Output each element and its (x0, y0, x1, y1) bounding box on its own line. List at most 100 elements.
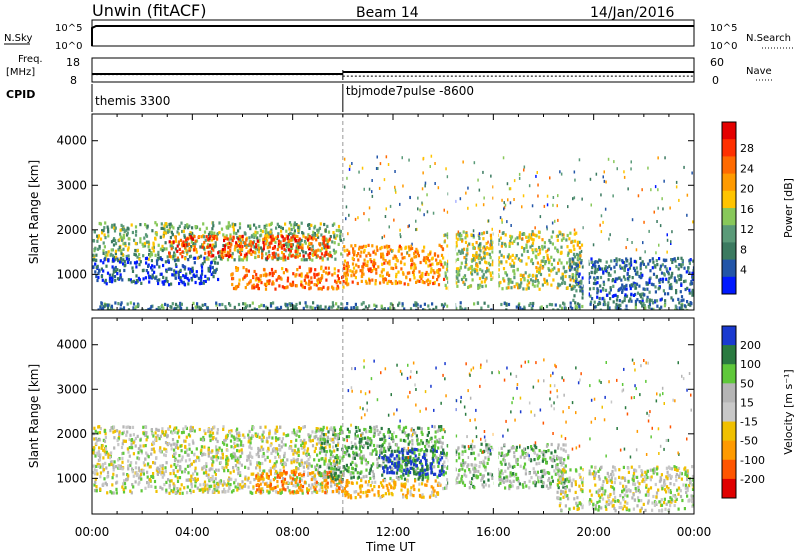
echo-cell (135, 461, 138, 465)
echo-cell (174, 465, 178, 469)
echo-cell (661, 263, 664, 267)
echo-cell (605, 180, 607, 184)
echo-cell (281, 472, 284, 476)
echo-cell (168, 486, 171, 490)
echo-cell (300, 272, 303, 276)
echo-cell (460, 307, 464, 310)
colorbar-tick-label: 8 (740, 243, 747, 256)
echo-cell (325, 478, 328, 482)
echo-cell (288, 253, 291, 257)
echo-cell (368, 187, 371, 191)
echo-cell (249, 224, 252, 228)
echo-cell (466, 244, 469, 248)
echo-cell (279, 425, 282, 429)
echo-cell (607, 273, 610, 277)
echo-cell (127, 459, 130, 463)
echo-cell (213, 261, 217, 265)
echo-cell (192, 301, 195, 305)
echo-cell (569, 305, 572, 309)
echo-cell (422, 258, 425, 262)
echo-cell (539, 263, 542, 267)
echo-cell (379, 274, 382, 278)
echo-cell (581, 289, 584, 294)
echo-cell (684, 287, 687, 292)
echo-cell (302, 254, 305, 258)
echo-cell (168, 442, 171, 446)
echo-cell (142, 432, 145, 436)
echo-cell (224, 438, 227, 442)
echo-cell (579, 254, 582, 258)
echo-cell (191, 237, 194, 241)
echo-cell (256, 488, 259, 492)
echo-cell (206, 245, 209, 249)
echo-cell (314, 467, 317, 472)
echo-cell (148, 248, 151, 252)
echo-cell (111, 265, 114, 269)
echo-cell (216, 428, 219, 432)
echo-cell (664, 299, 667, 303)
echo-cell (186, 223, 189, 227)
echo-cell (169, 255, 173, 259)
echo-cell (150, 452, 153, 456)
echo-cell (302, 451, 305, 455)
echo-cell (218, 231, 221, 235)
echo-cell (590, 203, 592, 207)
echo-cell (537, 252, 540, 257)
echo-cell (212, 224, 215, 228)
echo-cell (537, 267, 540, 271)
echo-cell (636, 272, 639, 276)
echo-cell (314, 252, 317, 256)
echo-cell (417, 448, 420, 452)
echo-cell (507, 279, 510, 283)
echo-cell (648, 280, 651, 285)
echo-cell (446, 244, 449, 248)
echo-cell (298, 486, 301, 490)
echo-cell (95, 258, 98, 262)
echo-cell (607, 157, 610, 161)
echo-cell (228, 241, 231, 245)
echo-cell (249, 459, 252, 463)
echo-cell (300, 485, 303, 489)
echo-cell (281, 235, 284, 239)
echo-cell (238, 278, 241, 282)
echo-cell (290, 254, 293, 258)
echo-cell (421, 280, 424, 284)
echo-cell (211, 221, 215, 225)
echo-cell (560, 261, 563, 265)
echo-cell (329, 254, 332, 258)
echo-cell (472, 256, 476, 260)
echo-cell (280, 229, 283, 233)
echo-cell (298, 273, 301, 277)
echo-cell (95, 489, 98, 493)
echo-cell (210, 250, 213, 254)
echo-cell (352, 247, 355, 251)
echo-cell (106, 271, 110, 275)
echo-cell (261, 490, 264, 495)
echo-cell (108, 454, 111, 458)
echo-cell (279, 461, 283, 465)
echo-cell (277, 239, 280, 243)
echo-cell (94, 270, 97, 274)
echo-cell (161, 430, 164, 434)
echo-cell (662, 258, 665, 262)
echo-cell (579, 289, 582, 293)
echo-cell (389, 248, 392, 252)
echo-cell (680, 265, 683, 269)
echo-cell (399, 233, 401, 237)
echo-cell (363, 244, 365, 248)
echo-cell (292, 283, 295, 287)
echo-cell (319, 308, 322, 310)
echo-cell (271, 436, 274, 440)
echo-cell (523, 168, 525, 172)
echo-cell (328, 474, 331, 478)
echo-cell (145, 234, 149, 238)
echo-cell (216, 237, 219, 241)
echo-cell (150, 305, 153, 309)
echo-cell (324, 485, 327, 489)
echo-cell (280, 440, 283, 444)
echo-cell (345, 205, 348, 209)
echo-cell (292, 225, 296, 230)
echo-cell (329, 453, 333, 457)
echo-cell (675, 279, 678, 283)
